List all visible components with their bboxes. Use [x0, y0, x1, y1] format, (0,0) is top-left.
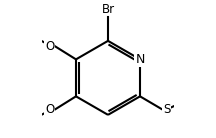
Text: S: S: [163, 103, 170, 116]
Text: Br: Br: [102, 3, 114, 16]
Text: N: N: [135, 53, 145, 66]
Text: O: O: [45, 40, 54, 53]
Text: O: O: [45, 103, 54, 116]
